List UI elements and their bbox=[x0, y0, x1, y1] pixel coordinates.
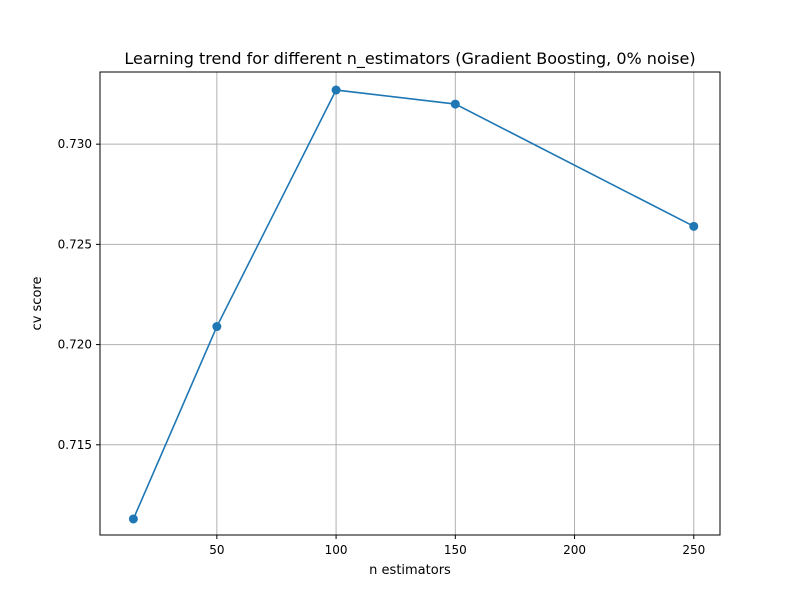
y-tick-label: 0.715 bbox=[58, 438, 92, 452]
y-tick-label: 0.725 bbox=[58, 237, 92, 251]
plot-frame bbox=[99, 71, 721, 536]
data-point bbox=[212, 322, 222, 332]
x-tick-label: 50 bbox=[209, 543, 224, 557]
x-tick-label: 100 bbox=[325, 543, 348, 557]
x-axis-ticks: 50 100 150 200 250 bbox=[209, 535, 705, 557]
x-tick-label: 200 bbox=[563, 543, 586, 557]
x-tick-label: 150 bbox=[444, 543, 467, 557]
data-point bbox=[331, 85, 341, 95]
x-axis-label: n estimators bbox=[369, 563, 451, 578]
y-tick-label: 0.720 bbox=[58, 338, 92, 352]
y-axis-label: cv score bbox=[30, 277, 45, 331]
grid bbox=[100, 72, 720, 535]
data-point bbox=[689, 221, 699, 231]
chart-title: Learning trend for different n_estimator… bbox=[124, 49, 695, 69]
y-axis-ticks: 0.715 0.720 0.725 0.730 bbox=[58, 137, 100, 452]
data-point bbox=[128, 514, 138, 524]
series-layer bbox=[128, 85, 699, 524]
data-point bbox=[450, 99, 460, 109]
x-tick-label: 250 bbox=[682, 543, 705, 557]
y-tick-label: 0.730 bbox=[58, 137, 92, 151]
